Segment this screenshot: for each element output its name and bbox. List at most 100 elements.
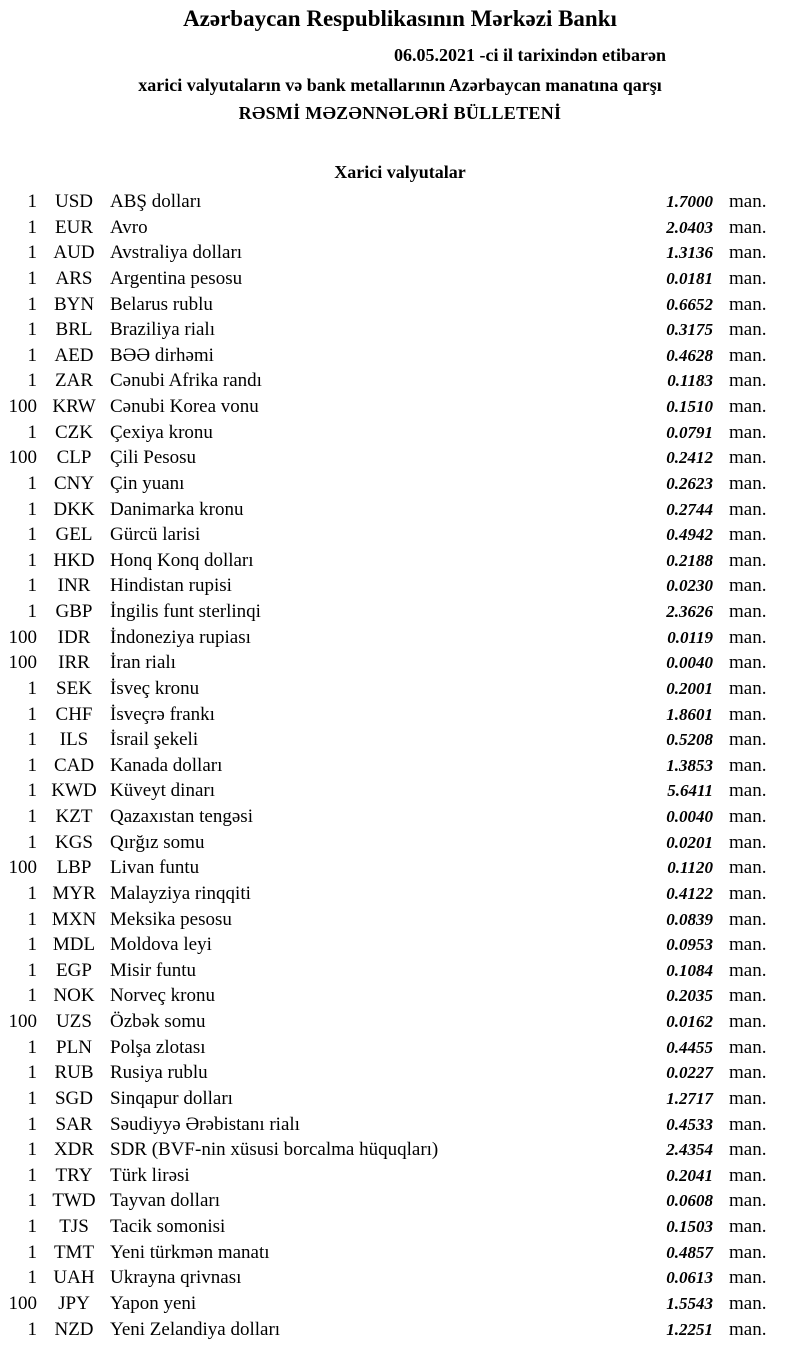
rate-quantity: 1	[27, 1036, 38, 1058]
rate-quantity: 1	[27, 985, 38, 1007]
rate-unit: man.	[729, 959, 767, 981]
rate-row: 1 GEL Gürcü larisi 0.4942 man.	[0, 522, 800, 548]
rate-unit: man.	[729, 857, 767, 879]
currency-code: CZK	[55, 421, 93, 443]
rate-row: 1 TRY Türk lirəsi 0.2041 man.	[0, 1163, 800, 1189]
rate-value: 0.2188	[666, 550, 713, 570]
currency-name: İsveç kronu	[110, 677, 200, 699]
rate-value: 1.3136	[666, 243, 713, 263]
rate-row: 1 INR Hindistan rupisi 0.0230 man.	[0, 573, 800, 599]
rate-value: 0.5208	[666, 730, 713, 750]
rate-unit: man.	[729, 908, 767, 930]
rate-value: 0.0608	[666, 1191, 713, 1211]
currency-name: İran rialı	[110, 652, 176, 674]
rate-unit: man.	[729, 1190, 767, 1212]
rate-row: 1 AUD Avstraliya dolları 1.3136 man.	[0, 240, 800, 266]
rate-value: 0.0227	[666, 1063, 713, 1083]
rate-value: 0.0201	[666, 832, 713, 852]
currency-name: Misir funtu	[110, 959, 197, 981]
currency-name: Moldova leyi	[110, 934, 212, 956]
rate-row: 100 IRR İran rialı 0.0040 man.	[0, 650, 800, 676]
currency-name: Yapon yeni	[110, 1292, 197, 1314]
rate-unit: man.	[729, 934, 767, 956]
currency-code: XDR	[53, 1139, 95, 1161]
effective-date: 06.05.2021 -ci il tarixindən etibarən	[394, 45, 666, 65]
rate-quantity: 100	[8, 626, 38, 648]
currency-code: CAD	[53, 754, 95, 776]
rate-row: 1 AED BƏƏ dirhəmi 0.4628 man.	[0, 343, 800, 369]
rate-quantity: 1	[27, 882, 38, 904]
rate-quantity: 1	[27, 1062, 38, 1084]
currency-name: Yeni Zelandiya dolları	[110, 1318, 281, 1340]
rate-value: 0.6652	[666, 294, 713, 314]
currency-code: INR	[57, 575, 91, 597]
rate-quantity: 1	[27, 242, 38, 264]
rate-unit: man.	[729, 396, 767, 417]
rate-row: 1 ZAR Cənubi Afrika randı 0.1183 man.	[0, 368, 800, 394]
rate-quantity: 1	[27, 319, 38, 341]
currency-name: Braziliya rialı	[110, 319, 215, 341]
currency-name: Qırğız somu	[110, 831, 205, 853]
currency-code: TJS	[59, 1216, 89, 1237]
rate-unit: man.	[729, 1113, 767, 1135]
currency-code: KGS	[54, 831, 93, 853]
currency-code: MXN	[51, 908, 97, 930]
rate-value: 0.0839	[666, 909, 713, 929]
currency-name: Avstraliya dolları	[110, 242, 243, 264]
currency-name: Yeni türkmən manatı	[110, 1241, 270, 1263]
currency-code: BYN	[53, 293, 95, 315]
currency-code: TMT	[53, 1241, 95, 1263]
rate-quantity: 100	[8, 857, 38, 879]
currency-name: Meksika pesosu	[110, 908, 232, 930]
rate-value: 0.0040	[666, 653, 713, 673]
rate-unit: man.	[729, 498, 767, 520]
rate-row: 1 CHF İsveçrə frankı 1.8601 man.	[0, 702, 800, 728]
rate-quantity: 1	[27, 421, 38, 443]
currency-code: TRY	[55, 1164, 93, 1186]
currency-name: Ukrayna qrivnası	[110, 1267, 242, 1289]
rate-row: 1 MDL Moldova leyi 0.0953 man.	[0, 932, 800, 958]
rate-unit: man.	[729, 191, 767, 212]
rate-quantity: 1	[27, 1241, 38, 1263]
rate-unit: man.	[729, 575, 767, 597]
rate-value: 2.4354	[666, 1140, 713, 1160]
rate-row: 1 TJS Tacik somonisi 0.1503 man.	[0, 1214, 800, 1240]
rate-value: 0.3175	[666, 320, 713, 340]
rate-quantity: 1	[27, 498, 38, 520]
rate-unit: man.	[729, 626, 767, 648]
rate-quantity: 1	[27, 806, 38, 827]
rate-unit: man.	[729, 806, 767, 827]
rate-value: 0.0162	[666, 1012, 713, 1031]
currency-code: SEK	[56, 677, 92, 699]
section-title: Xarici valyutalar	[334, 162, 466, 182]
currency-name: Avro	[110, 216, 148, 238]
rate-row: 1 BRL Braziliya rialı 0.3175 man.	[0, 317, 800, 343]
rate-unit: man.	[729, 472, 767, 494]
rate-unit: man.	[729, 1036, 767, 1058]
rate-row: 1 USD ABŞ dolları 1.7000 man.	[0, 189, 800, 215]
currency-name: Türk lirəsi	[110, 1164, 190, 1186]
currency-code: MDL	[52, 934, 96, 956]
rate-row: 1 EGP Misir funtu 0.1084 man.	[0, 958, 800, 984]
rate-unit: man.	[729, 1139, 767, 1161]
rate-value: 0.2744	[666, 499, 713, 519]
rate-unit: man.	[729, 1062, 767, 1084]
rate-quantity: 1	[27, 1267, 38, 1289]
rate-row: 1 CAD Kanada dolları 1.3853 man.	[0, 753, 800, 779]
rate-row: 1 GBP İngilis funt sterlinqi 2.3626 man.	[0, 599, 800, 625]
rate-unit: man.	[729, 1318, 767, 1340]
rate-row: 1 RUB Rusiya rublu 0.0227 man.	[0, 1060, 800, 1086]
rate-row: 1 HKD Honq Konq dolları 0.2188 man.	[0, 548, 800, 574]
rate-unit: man.	[729, 242, 767, 264]
currency-name: ABŞ dolları	[110, 191, 202, 212]
rate-row: 1 NOK Norveç kronu 0.2035 man.	[0, 983, 800, 1009]
rate-value: 0.0791	[666, 422, 713, 442]
rate-quantity: 1	[27, 780, 38, 802]
rate-unit: man.	[729, 831, 767, 853]
rates-list: 1 USD ABŞ dolları 1.7000 man. 1 EUR Avro 2.0403 m…	[0, 189, 800, 1342]
currency-code: AUD	[53, 242, 95, 264]
rate-unit: man.	[729, 1087, 767, 1109]
currency-code: CNY	[53, 472, 95, 494]
rate-value: 1.2717	[666, 1088, 713, 1108]
currency-name: Hindistan rupisi	[110, 575, 232, 597]
